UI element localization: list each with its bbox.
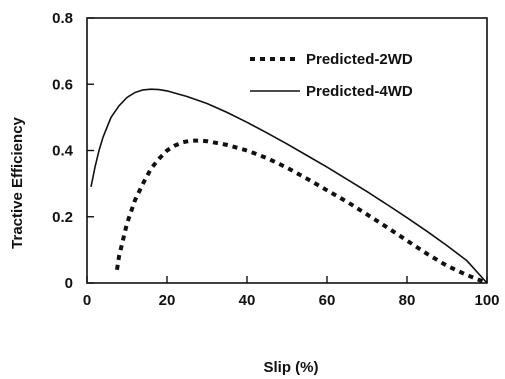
- x-axis-title: Slip (%): [264, 359, 319, 376]
- series-line-predicted-4wd: [90, 88, 488, 284]
- y-axis-ticks: 0 0.2 0.4 0.6 0.8: [52, 10, 94, 292]
- plot-frame: [86, 17, 488, 284]
- x-tick-label: 40: [239, 292, 256, 309]
- x-axis-ticks: 0 20 40 60 80 100: [83, 276, 500, 309]
- y-tick-label: 0: [65, 275, 73, 292]
- x-tick-label: 0: [83, 292, 91, 309]
- x-tick-label: 60: [319, 292, 336, 309]
- x-tick-label: 80: [399, 292, 416, 309]
- y-tick-label: 0.4: [52, 143, 74, 160]
- plot-border: [86, 17, 488, 284]
- y-axis-title: Tractive Efficiency: [9, 116, 26, 248]
- x-tick-label: 20: [159, 292, 176, 309]
- y-tick-label: 0.8: [52, 10, 73, 27]
- series-line-predicted-2wd: [115, 138, 488, 285]
- legend: Predicted-2WD Predicted-4WD: [250, 51, 413, 100]
- y-tick-label: 0.6: [52, 76, 73, 93]
- x-tick-label: 100: [474, 292, 499, 309]
- legend-label-predicted-2wd: Predicted-2WD: [306, 51, 413, 68]
- legend-label-predicted-4wd: Predicted-4WD: [306, 83, 413, 100]
- y-tick-label: 0.2: [52, 209, 73, 226]
- series-lines: [90, 88, 488, 285]
